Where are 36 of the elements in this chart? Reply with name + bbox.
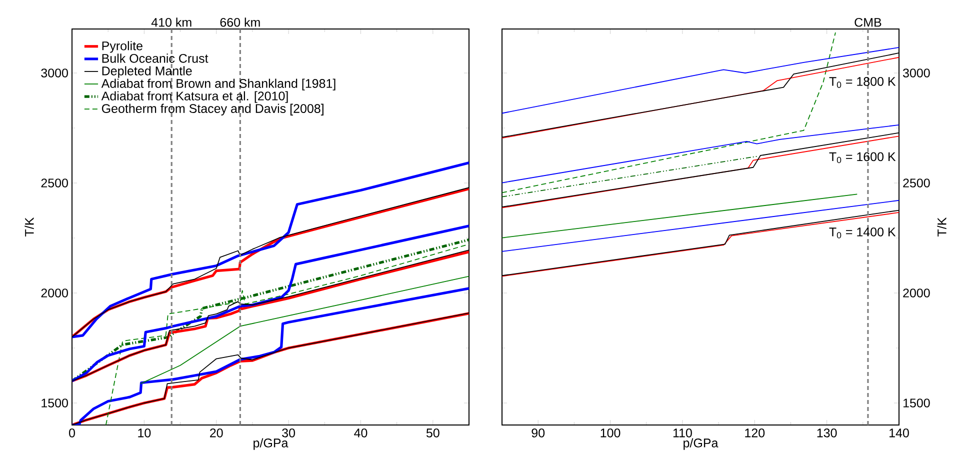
- y-tick-label: 2000: [41, 288, 68, 298]
- x-tick-label: 30: [282, 428, 296, 438]
- y-tick-label: 1500: [42, 398, 68, 408]
- x-tick-label: 50: [426, 428, 440, 438]
- annotation: T$_{0}$ = 1400 K: [829, 228, 896, 238]
- legend-label: Depleted Mantle: [102, 66, 192, 78]
- y-axis-title: T/K: [937, 217, 946, 236]
- x-axis-title: p/GPa: [684, 438, 718, 450]
- x-tick-label: 90: [532, 428, 545, 438]
- y-axis-title: T/K: [24, 217, 34, 236]
- legend-label: Geotherm from Stacey and Davis [2008]: [102, 104, 324, 116]
- x-tick-label: 130: [817, 428, 837, 438]
- annotation: T$_{0}$ = 1600 K: [829, 152, 896, 164]
- y-tick-label: 3000: [41, 68, 68, 78]
- legend-label: Adiabat from Brown and Shankland [1981]: [101, 78, 336, 90]
- ref-line-label: 660 km: [220, 18, 260, 27]
- x-tick-label: 20: [210, 428, 223, 438]
- ref-line-label: 410 km: [151, 18, 192, 27]
- legend-label: Pyrolite: [102, 41, 142, 53]
- y-tick-label: 2500: [41, 178, 68, 188]
- x-tick-label: 140: [890, 428, 909, 438]
- legend-label: Bulk Oceanic Crust: [102, 54, 208, 63]
- legend-label: Adiabat from Katsura et al. [2010]: [101, 91, 288, 103]
- y-tick-label: 3000: [902, 68, 930, 78]
- ref-line-label: CMB: [854, 18, 882, 27]
- x-tick-label: 10: [138, 428, 151, 438]
- y-tick-label: 1500: [903, 398, 930, 408]
- x-tick-label: 110: [673, 428, 692, 438]
- x-axis-title: p/GPa: [254, 438, 288, 450]
- y-tick-label: 2500: [903, 178, 930, 188]
- x-tick-label: 120: [745, 428, 765, 438]
- x-tick-label: 0: [69, 428, 75, 438]
- x-tick-label: 40: [354, 428, 368, 438]
- x-tick-label: 100: [600, 428, 620, 438]
- annotation: T$_{0}$ = 1800 K: [829, 77, 896, 88]
- y-tick-label: 2000: [903, 288, 930, 298]
